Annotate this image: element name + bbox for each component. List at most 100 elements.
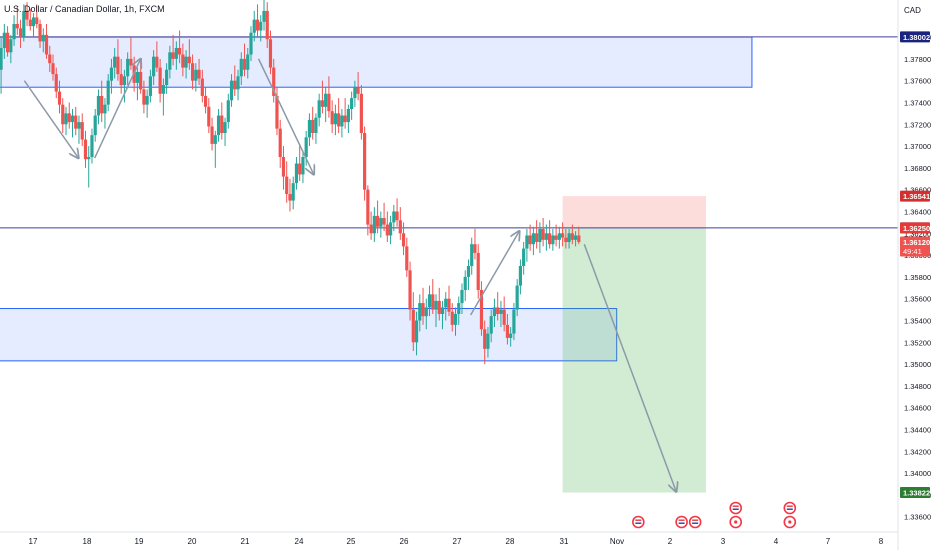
candle (38, 19, 42, 48)
candle-body (307, 119, 312, 138)
candle-body (9, 39, 13, 53)
flag-stripe (635, 522, 642, 524)
candle-body (570, 233, 574, 240)
candle-body (411, 309, 415, 343)
price-axis[interactable]: 1.380001.378001.376001.374001.372001.370… (897, 0, 931, 550)
time-tick-label: 25 (347, 537, 356, 546)
economic-events-layer[interactable] (632, 501, 797, 529)
price-tick-label: 1.37200 (904, 120, 931, 129)
price-label-bg (900, 190, 930, 202)
short-position-tool[interactable] (562, 196, 706, 493)
price-tick-label: 1.36600 (904, 186, 931, 195)
candle-body (324, 93, 328, 107)
price-label-tag: 1.36250 (900, 222, 930, 234)
flag-stripe (732, 505, 739, 507)
candle-body (294, 163, 299, 184)
candle (538, 222, 542, 253)
us-flag-icon[interactable] (688, 515, 702, 529)
us-flag-icon[interactable] (632, 515, 645, 529)
candle (557, 226, 561, 249)
us-flag-icon[interactable] (783, 501, 797, 515)
candle-body (242, 58, 247, 70)
us-flag-icon[interactable] (729, 501, 743, 515)
candle (100, 80, 104, 123)
candle-body (440, 307, 445, 314)
trend-arrows-layer (23, 59, 676, 492)
candle-body (80, 122, 84, 140)
candle-body (369, 224, 373, 234)
candle (242, 43, 247, 77)
candle (113, 47, 117, 79)
time-tick-label: 28 (506, 537, 515, 546)
event-ring (783, 501, 797, 515)
candle-body (216, 115, 221, 136)
candle-body (554, 235, 558, 240)
candle-body (330, 111, 334, 125)
candle-body (298, 163, 302, 175)
candle-body (278, 128, 282, 157)
candle (473, 228, 477, 260)
candle-body (41, 34, 45, 42)
candle-body (525, 235, 529, 249)
time-axis[interactable]: 17 18 19 20 21 24 25 26 27 28 31 Nov 2 3 4 7 8 (0, 531, 898, 546)
candle-body (518, 266, 523, 286)
candle (31, 13, 36, 38)
candle (216, 109, 221, 142)
candle-body (236, 76, 240, 90)
candle-body (28, 19, 32, 27)
candle-body (314, 117, 318, 133)
candle-body (223, 122, 227, 133)
candle (427, 285, 432, 317)
candle (246, 47, 250, 79)
candle-body (509, 333, 513, 338)
candle-body (567, 233, 571, 243)
stop-loss-zone (562, 196, 706, 228)
candle (324, 87, 328, 123)
candle-body (317, 100, 321, 118)
candle (314, 113, 318, 144)
candle (317, 93, 321, 127)
price-label-text: 1.36120 (903, 238, 930, 247)
candle-body (255, 19, 260, 31)
candle-body (356, 87, 360, 94)
candle (561, 222, 565, 247)
candle-body (135, 71, 140, 83)
time-tick-label: 27 (453, 537, 462, 546)
zone-2 (0, 308, 618, 362)
candle-body (38, 23, 42, 42)
candle (77, 115, 81, 144)
price-label-text: 1.38002 (903, 33, 930, 42)
candle-body (171, 52, 175, 59)
candle-body (51, 63, 55, 75)
candle-body (395, 211, 399, 221)
candle-body (285, 176, 289, 195)
candle-body (375, 215, 380, 227)
candle (87, 146, 91, 188)
candle-body (93, 115, 97, 136)
candle-body (272, 67, 276, 96)
price-tick-label: 1.34000 (904, 469, 931, 478)
candle-body (421, 303, 425, 317)
event-signal-icon[interactable] (729, 515, 743, 529)
price-label-bg (900, 236, 930, 257)
candle (528, 224, 532, 251)
candle (476, 244, 480, 299)
candle (210, 117, 214, 151)
us-flag-icon[interactable] (675, 515, 688, 529)
time-tick-label: 24 (295, 537, 304, 546)
candle-body (213, 135, 217, 144)
event-signal-icon[interactable] (783, 515, 797, 529)
candle (109, 58, 114, 94)
candle (9, 34, 13, 64)
candle-body (119, 74, 123, 86)
price-tick-label: 1.34800 (904, 382, 931, 391)
candle (116, 39, 120, 81)
candle (249, 26, 253, 62)
candle-body (460, 289, 464, 304)
candle-body (190, 63, 195, 81)
candle-body (268, 39, 273, 68)
candle-body (168, 52, 172, 70)
price-tick-label: 1.35800 (904, 273, 931, 282)
price-tick-label: 1.37800 (904, 55, 931, 64)
